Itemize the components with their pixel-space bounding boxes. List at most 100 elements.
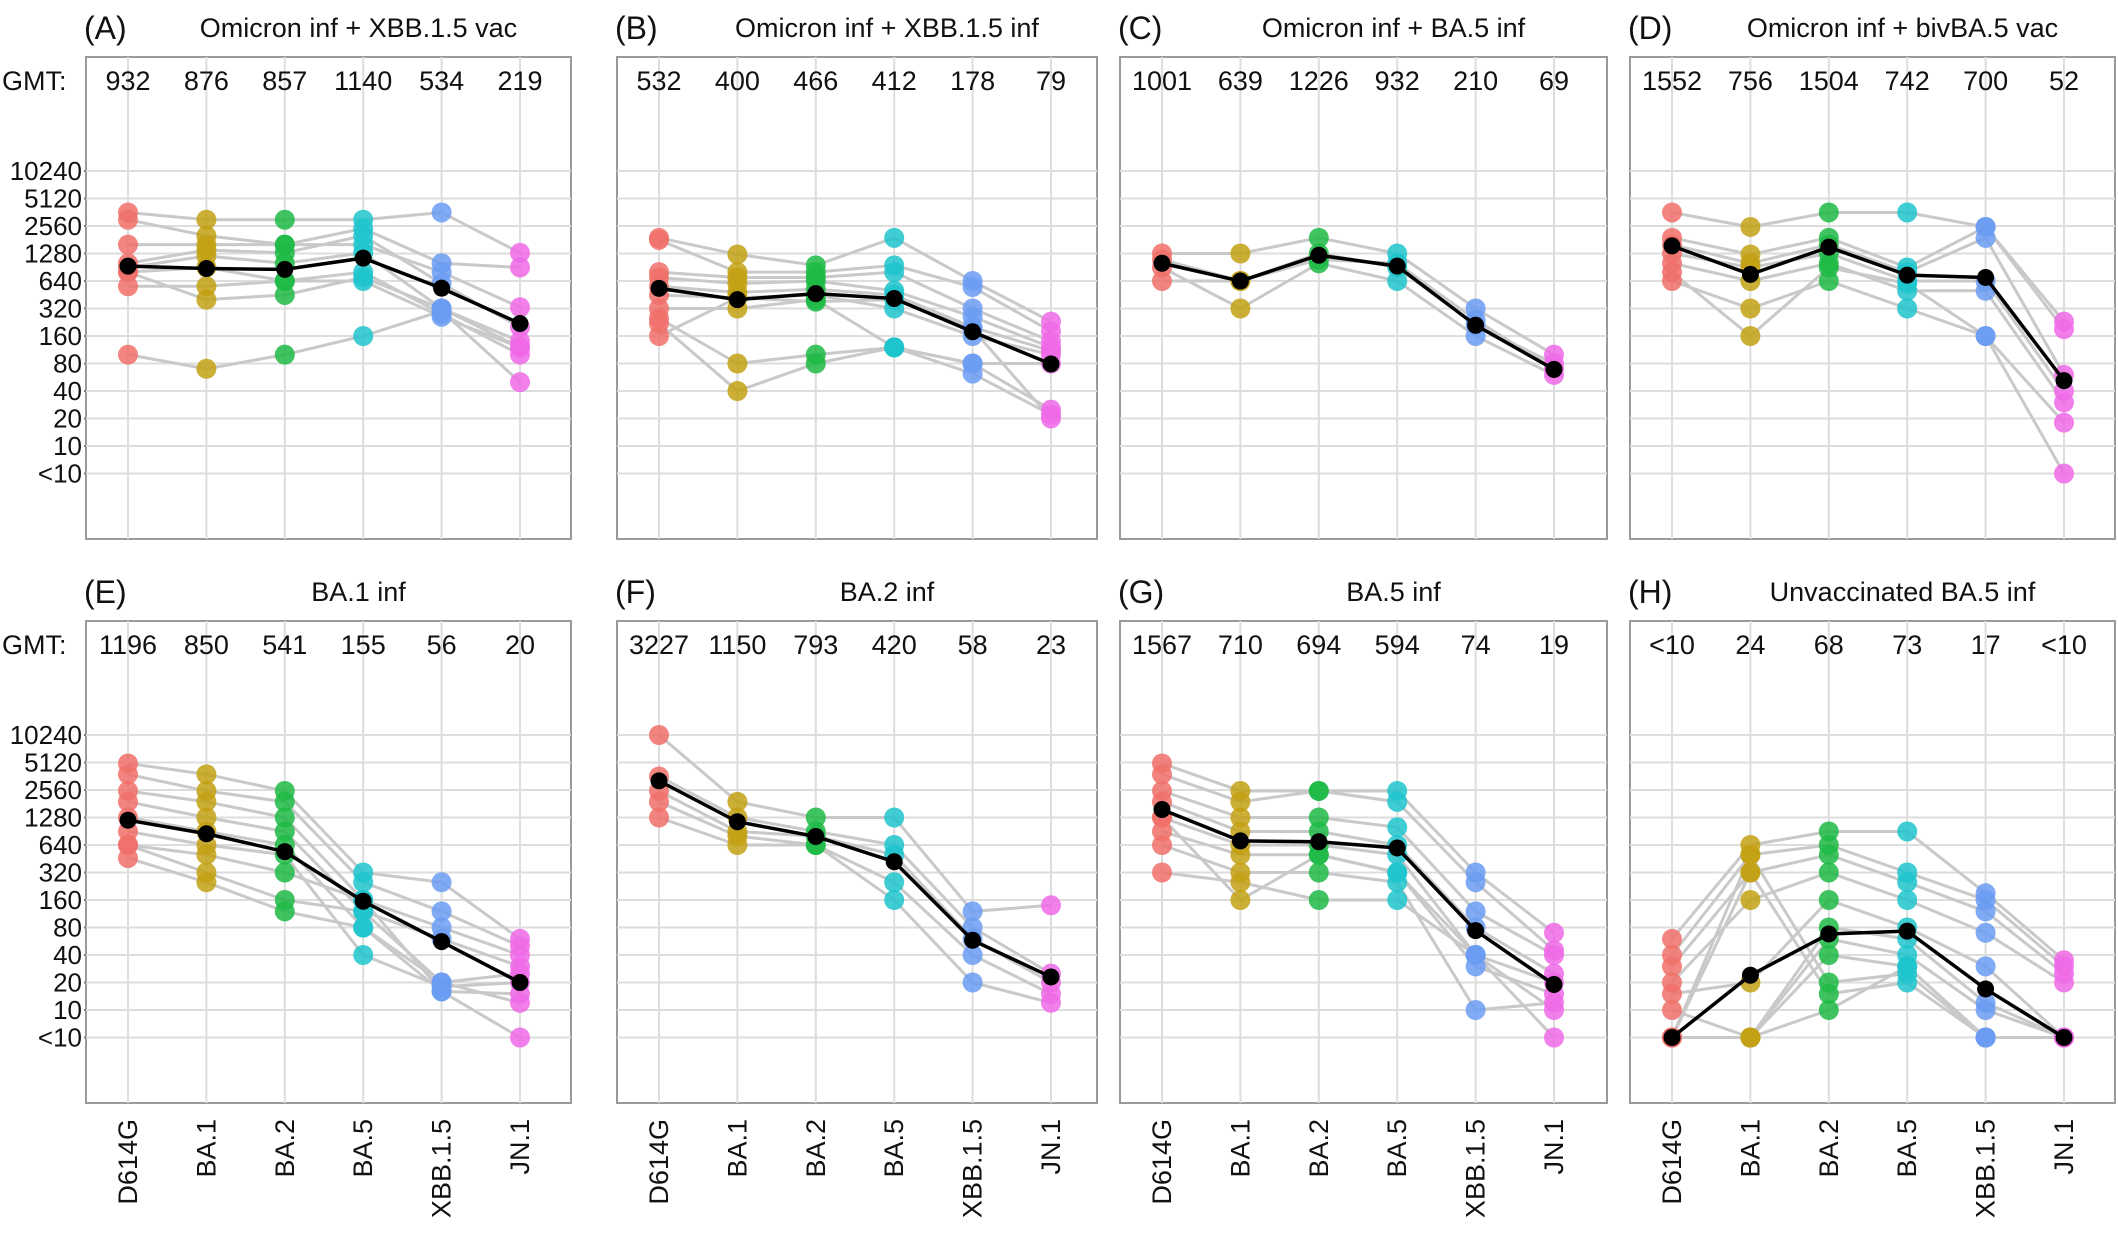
gmt-point (1977, 980, 1995, 998)
data-point (1897, 298, 1918, 319)
x-tick-label: XBB.1.5 (1971, 1119, 2001, 1218)
gmt-point (1898, 922, 1916, 940)
gmt-point (650, 279, 668, 297)
individual-line (1161, 772, 1555, 952)
data-point (1975, 901, 1996, 922)
data-point (884, 337, 905, 358)
individual-line (127, 856, 521, 1039)
data-point (2054, 319, 2074, 340)
gmt-value: 420 (872, 630, 917, 660)
panel-2: (B) Omicron inf + XBB.1.5 inf 532 400 466 412… (615, 10, 1098, 540)
data-point (353, 945, 374, 965)
gmt-point (885, 853, 903, 871)
data-point (1152, 271, 1172, 291)
gmt-line (1161, 807, 1555, 986)
data-point (1818, 945, 1839, 965)
gmt-value: 700 (1963, 66, 2008, 96)
gmt-point (1153, 800, 1171, 818)
gmt-value: 793 (793, 630, 838, 660)
x-tick-label: BA.5 (1892, 1119, 1922, 1178)
data-point (962, 363, 983, 384)
data-point (118, 276, 138, 297)
gmt-point (511, 315, 529, 333)
data-point (510, 242, 530, 263)
data-point (1230, 807, 1251, 828)
y-tick-label: 40 (53, 376, 82, 406)
data-point (1975, 326, 1996, 346)
data-point (196, 209, 217, 230)
y-tick-label: 80 (53, 913, 82, 943)
gmt-point (1663, 237, 1681, 255)
data-point (196, 289, 217, 310)
gmt-value: 694 (1296, 630, 1341, 660)
gmt-value: 74 (1461, 630, 1491, 660)
gmt-point (354, 892, 372, 910)
data-point (1230, 872, 1251, 893)
gmt-value: 3227 (629, 630, 689, 660)
individual-line (658, 296, 1053, 420)
data-point (1897, 956, 1918, 977)
panel-3: (C) Omicron inf + BA.5 inf 1001 639 1226 932 2… (1118, 10, 1608, 540)
gmt-label: GMT: (2, 630, 67, 660)
gmt-point (1042, 355, 1060, 373)
individual-line (1160, 816, 1556, 1039)
gmt-line (1161, 253, 1555, 371)
y-tick-label: 80 (53, 349, 82, 379)
panel-label: (D) (1628, 10, 1672, 46)
data-point (1662, 1000, 1682, 1020)
gmt-value: 932 (105, 66, 150, 96)
data-point (1308, 807, 1329, 828)
data-point (1740, 890, 1761, 910)
data-point (1897, 890, 1918, 910)
x-tick-label: D614G (1147, 1119, 1177, 1205)
data-point (649, 229, 669, 250)
gmt-point (276, 260, 294, 278)
individual-line (127, 843, 521, 996)
gmt-value: 876 (184, 66, 229, 96)
gmt-point (1388, 839, 1406, 857)
individual-line (1670, 843, 2065, 968)
gmt-line (127, 256, 521, 326)
data-point (510, 297, 530, 318)
data-point (1230, 298, 1251, 319)
individual-line (659, 298, 1051, 365)
data-point (2054, 463, 2074, 484)
individual-line (1671, 251, 2066, 392)
individual-line (1671, 265, 2066, 475)
panel-title: Unvaccinated BA.5 inf (1770, 577, 2036, 607)
data-point (274, 344, 295, 365)
x-tick-label: JN.1 (2049, 1119, 2079, 1175)
data-point (1740, 298, 1761, 319)
panel-title: Omicron inf + XBB.1.5 inf (735, 13, 1039, 43)
gmt-point (1741, 265, 1759, 283)
panel-title: Omicron inf + BA.5 inf (1262, 13, 1526, 43)
y-tick-label: 160 (39, 885, 82, 915)
y-tick-label: 10 (53, 995, 82, 1025)
gmt-point (1977, 268, 1995, 286)
data-point (1387, 862, 1408, 883)
individual-line (1161, 871, 1555, 1012)
panel-frame (1119, 56, 1608, 540)
y-tick-label: 320 (39, 294, 82, 324)
y-tick-label: 640 (39, 266, 82, 296)
data-point (1975, 1027, 1996, 1048)
panel-8: (H) Unvaccinated BA.5 inf<10 24 68 73 17 <10D6… (1628, 574, 2116, 1218)
gmt-value: 850 (184, 630, 229, 660)
data-point (1975, 1000, 1996, 1020)
data-point (196, 764, 217, 785)
data-point (1662, 956, 1682, 977)
gmt-point (964, 323, 982, 341)
data-point (1308, 862, 1329, 883)
y-tick-label: 10240 (10, 156, 82, 186)
individual-line (658, 816, 1052, 1005)
gmt-point (1820, 238, 1838, 256)
panel-title: BA.5 inf (1346, 577, 1441, 607)
individual-line (127, 234, 521, 329)
gmt-value: 79 (1036, 66, 1066, 96)
data-point (962, 901, 983, 922)
panel-4: (D) Omicron inf + bivBA.5 vac 1552 756 1504 7… (1628, 10, 2116, 540)
gmt-point (650, 772, 668, 790)
panel-title: BA.1 inf (311, 577, 406, 607)
y-tick-label: 320 (39, 858, 82, 888)
data-point (353, 326, 374, 346)
